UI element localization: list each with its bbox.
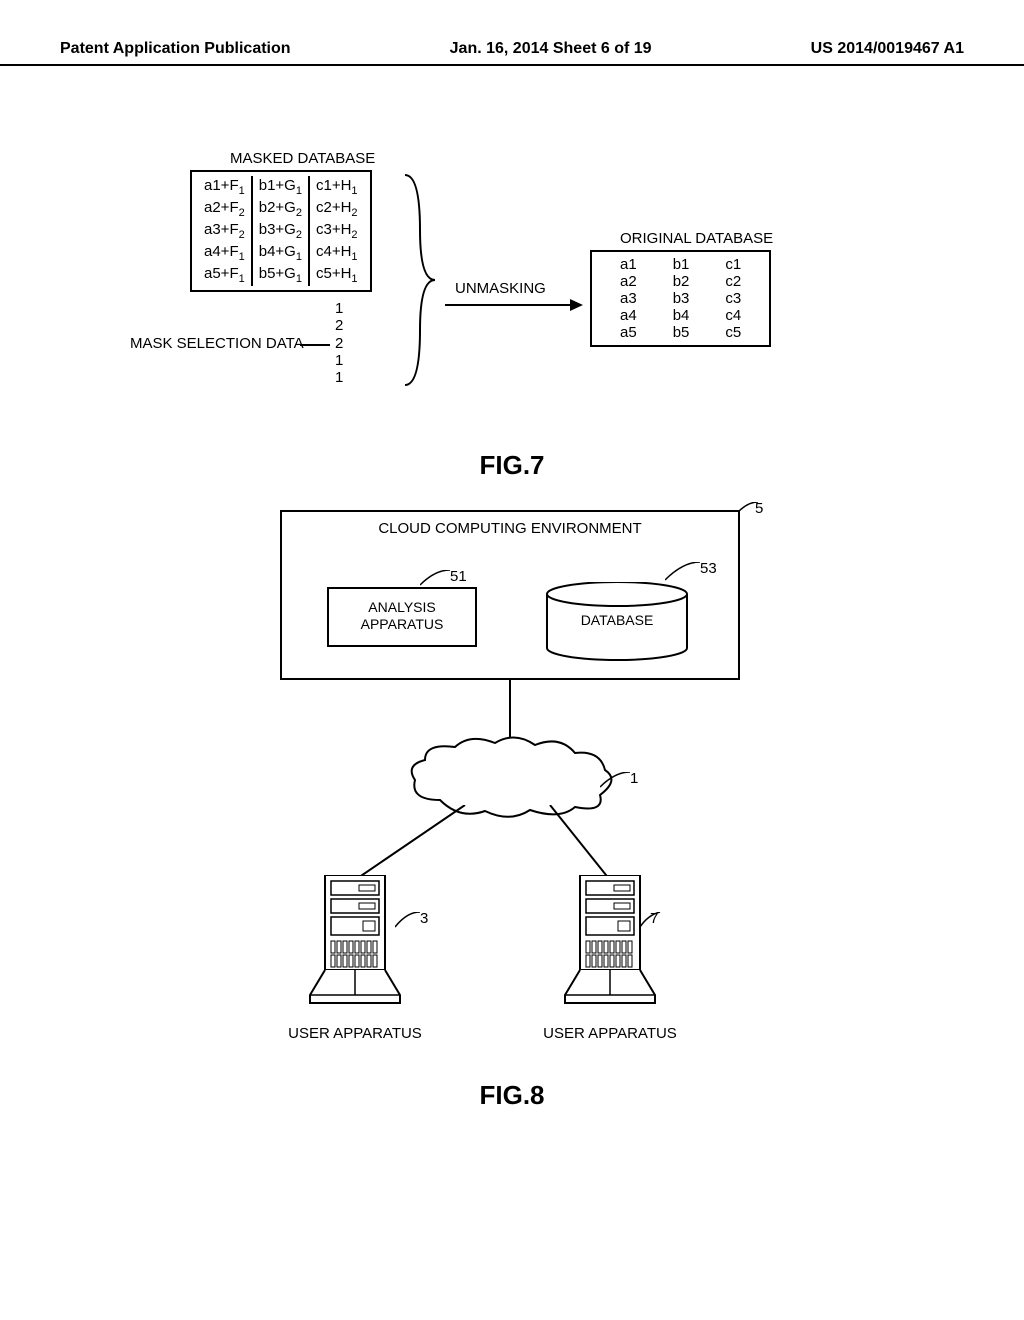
cloud-environment-box: CLOUD COMPUTING ENVIRONMENT ANALYSISAPPA… (280, 510, 740, 680)
masked-database-table: a1+F1b1+G1c1+H1a2+F2b2+G2c2+H2a3+F2b3+G2… (190, 170, 372, 292)
ref-3: 3 (420, 910, 428, 927)
figure-7-caption: FIG.7 (0, 450, 1024, 481)
figure-8-caption: FIG.8 (0, 1080, 1024, 1111)
user-apparatus-label-right: USER APPARATUS (530, 1025, 690, 1042)
ref-53-leader (665, 562, 705, 582)
database-cylinder: DATABASE (542, 582, 692, 652)
ref-51: 51 (450, 568, 467, 585)
ref-7: 7 (650, 910, 658, 927)
header-center: Jan. 16, 2014 Sheet 6 of 19 (450, 40, 652, 58)
bracket-icon (400, 170, 450, 390)
original-database-label: ORIGINAL DATABASE (620, 230, 773, 247)
cloud-to-computers-lines (300, 805, 720, 885)
cloud-environment-title: CLOUD COMPUTING ENVIRONMENT (282, 520, 738, 537)
arrow-right-icon (445, 295, 585, 315)
database-label: DATABASE (542, 612, 692, 628)
original-database-table: a1b1c1a2b2c2a3b3c3a4b4c4a5b5c5 (590, 250, 771, 347)
ref-53: 53 (700, 560, 717, 577)
msd-leader-line (300, 340, 410, 350)
figure-8: CLOUD COMPUTING ENVIRONMENT ANALYSISAPPA… (0, 480, 1024, 1120)
ref-5: 5 (755, 500, 763, 517)
masked-database-label: MASKED DATABASE (230, 150, 375, 167)
header-left: Patent Application Publication (60, 40, 291, 58)
figure-7: MASKED DATABASE a1+F1b1+G1c1+H1a2+F2b2+G… (0, 90, 1024, 480)
user-apparatus-label-left: USER APPARATUS (275, 1025, 435, 1042)
analysis-apparatus-box: ANALYSISAPPARATUS (327, 587, 477, 647)
header-right: US 2014/0019467 A1 (811, 40, 964, 58)
page-header: Patent Application Publication Jan. 16, … (0, 40, 1024, 66)
page-body: MASKED DATABASE a1+F1b1+G1c1+H1a2+F2b2+G… (0, 90, 1024, 1120)
line-env-to-cloud (509, 680, 511, 740)
user-apparatus-right (560, 875, 660, 1020)
mask-selection-data-label: MASK SELECTION DATA (130, 335, 304, 352)
ref-1: 1 (630, 770, 638, 787)
user-apparatus-left (305, 875, 405, 1020)
